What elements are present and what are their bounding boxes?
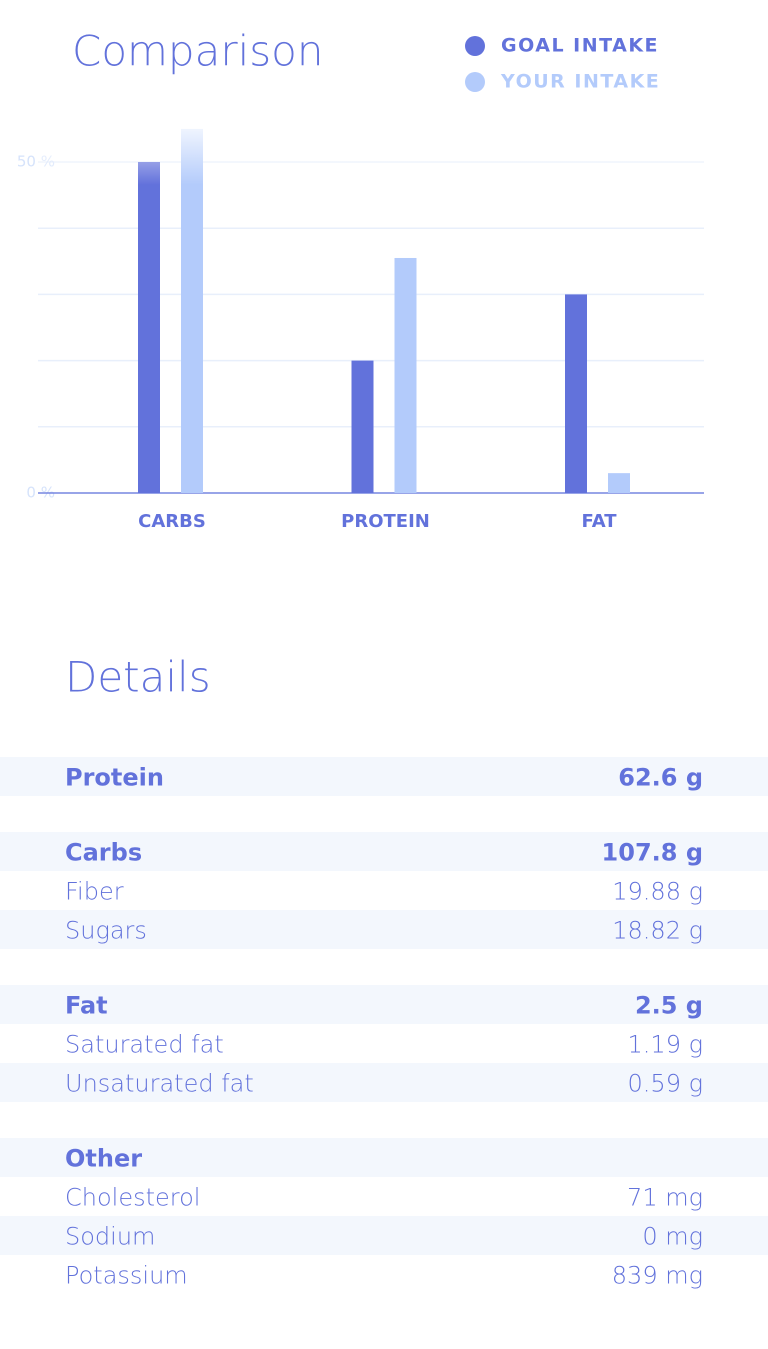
x-tick-label: CARBS (138, 511, 206, 532)
bar (138, 162, 160, 493)
legend-label: YOUR INTAKE (500, 71, 660, 93)
x-tick-label: PROTEIN (341, 511, 430, 532)
row-label: Unsaturated fat (65, 1070, 254, 1098)
row-value: 839 mg (612, 1262, 703, 1290)
row-label: Sugars (65, 917, 147, 945)
row-label: Cholesterol (65, 1184, 200, 1212)
details-title: Details (65, 653, 211, 702)
row-background (0, 1063, 768, 1102)
row-value: 2.5 g (635, 992, 703, 1020)
legend-label: GOAL INTAKE (501, 35, 659, 57)
bar (181, 128, 203, 493)
row-label: Potassium (65, 1262, 188, 1290)
row-value: 71 mg (627, 1184, 703, 1212)
row-label: Sodium (65, 1223, 155, 1251)
row-label: Protein (65, 764, 164, 792)
row-label: Fat (65, 992, 108, 1020)
row-background (0, 1216, 768, 1255)
bar (351, 360, 374, 493)
row-label: Fiber (65, 878, 124, 906)
row-background (0, 757, 768, 796)
row-background (0, 832, 768, 871)
legend-dot (465, 72, 485, 92)
bar (394, 257, 417, 493)
row-background (0, 985, 768, 1024)
x-tick-label: FAT (581, 511, 617, 532)
legend-dot (465, 36, 485, 56)
row-label: Saturated fat (65, 1031, 224, 1059)
row-value: 19.88 g (612, 878, 703, 906)
row-label: Carbs (65, 839, 142, 867)
chart-title: Comparison (72, 27, 323, 76)
bar (565, 294, 587, 493)
row-value: 0 mg (642, 1223, 703, 1251)
row-background (0, 1138, 768, 1177)
row-value: 18.82 g (612, 917, 703, 945)
row-value: 62.6 g (618, 764, 703, 792)
row-value: 1.19 g (628, 1031, 703, 1059)
row-value: 0.59 g (628, 1070, 703, 1098)
row-label: Other (65, 1145, 142, 1173)
row-background (0, 910, 768, 949)
row-value: 107.8 g (602, 839, 703, 867)
top-fade (38, 125, 704, 185)
bar (608, 473, 630, 493)
